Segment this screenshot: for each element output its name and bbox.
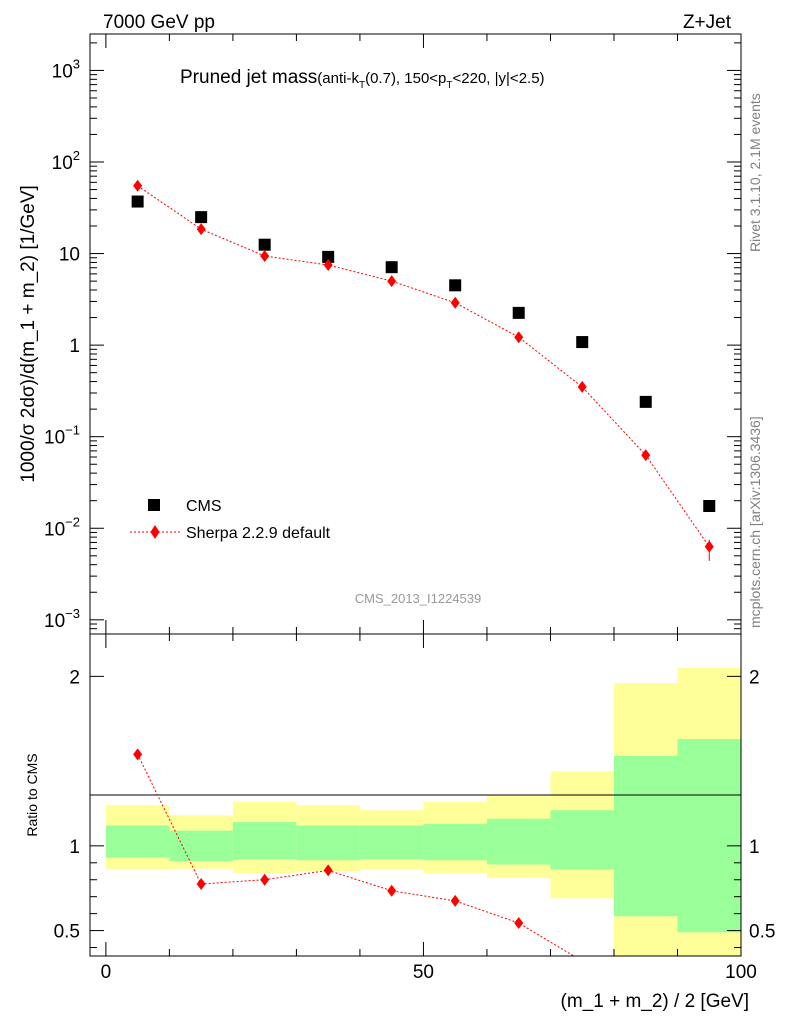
legend-cms-marker [148,499,160,511]
ratio-sherpa-point [387,884,397,897]
sherpa-data-point [641,449,651,462]
legend-sherpa-marker [150,525,160,539]
main-y-tick-label-base: 10 [59,245,80,266]
main-y-tick-label: 10 [59,245,80,266]
ratio-stat-uncertainty-band [169,830,233,862]
main-markers-layer [131,179,716,561]
plot-title-sub-4: T [446,80,452,91]
cms-data-point [449,279,462,292]
legend-cms-label: CMS [186,498,222,515]
ratio-uncertainty-bands [105,667,741,956]
main-y-tick-label-exp: −3 [65,606,80,621]
plot-title-sub-3: (0.7), 150<p [365,70,446,87]
sherpa-data-point [514,331,524,344]
ratio-y-axis-ticks: 0.5 0.5 1 1 2 2 [54,667,775,949]
sherpa-data-point [196,223,206,236]
ratio-y-axis-title: Ratio to CMS [24,753,40,836]
cms-data-point [512,306,525,319]
main-y-tick-label-base: 10 [52,61,73,82]
main-y-tick-label-exp: 3 [73,56,80,71]
sherpa-data-point [260,250,270,263]
ratio-y-tick-label-right: 2 [749,667,760,688]
ratio-sherpa-point [323,864,333,877]
x-tick-label: 0 [101,962,112,983]
sherpa-data-point [133,179,143,192]
ratio-y-tick-label: 2 [69,667,80,688]
cms-data-point [703,499,716,512]
plot-title-sub-5: <220, |y|<2.5) [453,70,545,87]
plot-title-main: Pruned jet mass [180,67,317,88]
ratio-sherpa-point [196,877,206,890]
x-axis-title: (m_1 + m_2) / 2 [GeV] [561,991,750,1012]
process-label: Z+Jet [683,12,732,33]
main-y-tick-label: 10−1 [44,423,80,449]
main-plot-frame [89,33,742,635]
ratio-stat-uncertainty-band [105,825,170,858]
main-y-tick-label: 10−3 [44,606,80,632]
sherpa-data-point [704,540,714,553]
ratio-sherpa-point [450,894,460,907]
ratio-plot-frame [89,633,742,957]
ratio-y-tick-label: 1 [69,837,80,858]
main-y-tick-label-base: 10 [44,519,65,540]
cms-data-point [385,261,398,274]
main-y-tick-label: 1 [69,336,80,357]
main-y-tick-label-base: 10 [52,153,73,174]
sherpa-data-point [323,259,333,272]
ratio-y-tick-label: 0.5 [54,922,80,943]
legend: CMS Sherpa 2.2.9 default [130,498,331,542]
sherpa-data-point [577,380,587,393]
ratio-y-tick-label-right: 1 [749,837,760,858]
ratio-stat-uncertainty-band [232,822,297,860]
ratio-sherpa-point [260,873,270,886]
ratio-sherpa-line [137,754,575,956]
ratio-sherpa-point [514,916,524,929]
main-y-tick-label-exp: −1 [65,423,80,438]
main-y-tick-label-base: 10 [44,611,65,632]
ratio-sherpa-point [133,748,143,761]
main-y-tick-label: 102 [52,148,80,174]
ratio-stat-uncertainty-band [613,756,678,917]
ratio-plot-panel: 0.5 0.5 1 1 2 2 0 50 100 [54,34,775,983]
ratio-stat-uncertainty-band [550,810,614,870]
plot-title: Pruned jet mass(anti-kT(0.7), 150<pT<220… [180,67,545,91]
ratio-stat-uncertainty-band [359,825,424,860]
cms-data-point [131,195,144,208]
cms-data-point [576,336,589,349]
x-tick-label: 100 [725,962,757,983]
main-y-tick-label-exp: 2 [73,148,80,163]
x-tick-label: 50 [413,962,434,983]
plot-title-sub-1: (anti-k [317,70,359,87]
energy-label: 7000 GeV pp [103,12,215,33]
ratio-y-tick-label-right: 0.5 [749,922,775,943]
sherpa-data-point [450,296,460,309]
main-y-tick-label-base: 1 [69,336,80,357]
source-label: mcplots.cern.ch [arXiv:1306.3436] [747,416,763,628]
main-y-tick-label: 103 [52,56,80,82]
rivet-version-label: Rivet 3.1.10, 2.1M events [747,93,763,252]
main-y-axis-title: 1000/σ 2dσ)/d(m_1 + m_2) [1/GeV] [18,185,39,483]
x-axis-ticks: 0 50 100 [101,34,757,983]
ratio-stat-uncertainty-band [486,818,551,865]
main-y-tick-label: 10−2 [44,514,80,540]
ratio-markers-layer [133,748,575,956]
sherpa-data-point [387,275,397,288]
sherpa-line [137,185,710,547]
main-y-tick-label-base: 10 [44,428,65,449]
cms-data-point [639,395,652,408]
ratio-stat-uncertainty-band [423,823,487,861]
legend-sherpa-label: Sherpa 2.2.9 default [186,525,331,542]
cms-data-point [322,250,335,263]
ratio-stat-uncertainty-band [677,739,741,933]
analysis-watermark: CMS_2013_I1224539 [355,591,482,606]
main-y-axis-ticks [90,42,741,635]
cms-data-point [258,238,271,251]
cms-data-point [195,211,208,224]
plot-title-sub-2: T [359,80,365,91]
ratio-stat-uncertainty-band [296,825,360,861]
main-y-tick-label-exp: −2 [65,514,80,529]
